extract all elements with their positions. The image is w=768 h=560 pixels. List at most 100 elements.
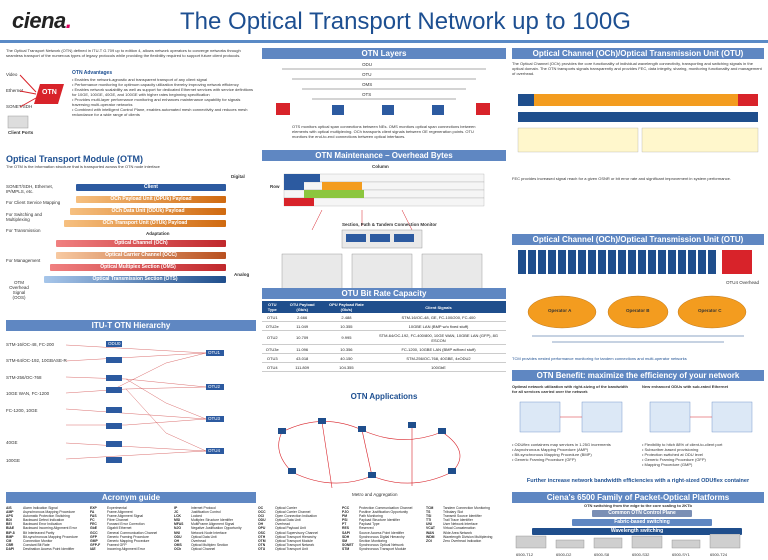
acronym-entry: UNI User Network Interface [426, 522, 478, 527]
och-mid-footer: TCM provides nested performance monitori… [512, 356, 687, 361]
acronym-column: IP Internet Protocol JC Justification Contr… [174, 506, 264, 551]
applications-network [278, 418, 461, 489]
advantage-1: • Enables the network-agnostic and trans… [72, 77, 208, 82]
acronym-entry: OCh Optical Channel [174, 546, 216, 551]
acronym-entry: TTI Trail Trace Identifier [426, 518, 473, 523]
otm-panel: Optical Transport Module (OTM) The OTM i… [6, 154, 256, 314]
layer-ots: Optical Transmission Section (OTS) [44, 276, 226, 283]
client-label-video: Video [6, 72, 18, 77]
advantage-3: • Enables network scalability as well as… [72, 87, 254, 97]
acronym-entry: OTM Optical Transport Module [258, 538, 313, 543]
layer-client: Client [76, 184, 226, 191]
left-column: The Optical Transport Network (OTN) defi… [6, 46, 256, 553]
client-label-sonet: SONET/SDH [6, 104, 33, 109]
acronym-entry: GCC General Communication Channel [90, 530, 158, 535]
page-title: The Optical Transport Network up to 100G [180, 8, 631, 35]
ciena-logo: ciena. [12, 8, 72, 33]
och-frame-diagram [517, 94, 759, 153]
acronym-entry: GbE Gigabit Ethernet [90, 526, 132, 531]
acronym-entry: OCI Open Connection Indication [258, 514, 317, 519]
list-item: • Protection switched at ODU level [642, 452, 703, 457]
och-top-title: Optical Channel (OCh)/Optical Transmissi… [512, 48, 764, 59]
acronym-panel: Acronym guide [6, 492, 256, 552]
advantages-title: OTN Advantages [72, 70, 113, 76]
layers-diagram [276, 68, 490, 115]
platform-images [515, 533, 741, 549]
acronym-entry: OTH Optical Transport Hierarchy [258, 534, 317, 539]
bitrate-header-row: OTU Type OTU Payload (Gb/s) OPU Payload … [262, 301, 506, 313]
acronym-entry: FEC Forward Error Correction [90, 522, 145, 527]
table-row: OTU1 2.666 2.488 STM-16/OC-48, GE, FC-100/2… [262, 313, 506, 322]
operator-a-label: Operator A [548, 308, 572, 313]
acronym-entry: OPU Optical Payload Unit [258, 526, 306, 531]
middle-column: OTN Layers ODU OTU OMS OTS OTS monitors … [262, 46, 506, 553]
acronym-entry: EXP Experimental [90, 506, 127, 510]
intro-text: The Optical Transport Network (OTN) defi… [6, 48, 241, 58]
hier-label-2: STM-64/OC-192, 10GBASE-R [6, 358, 67, 363]
acronym-entry: AMP Asynchronous Mapping Procedure [6, 510, 76, 515]
och-mid-panel: Optical Channel (OCh)/Optical Transmissi… [512, 234, 764, 366]
acronym-column: PCC Protection Communication Channel PJO Po… [342, 506, 432, 551]
maintenance-subtitle: Section, Path & Tandem Connection Monito… [342, 222, 437, 227]
band-wavelength: Wavelength switching [532, 528, 742, 535]
acronym-entry: ZOI Zero Overhead Indication [426, 538, 482, 543]
client-label-ports: Client Ports [8, 130, 34, 135]
layers-notes: OTS monitors optical span connections be… [292, 124, 476, 139]
hierarchy-panel: ITU-T OTN Hierarchy STM-16/OC-48, FC-200… [6, 320, 256, 488]
acronym-entry: DAPI Destination Access Point Identifier [6, 546, 75, 551]
benefit-title: OTN Benefit: maximize the efficiency of … [512, 370, 764, 381]
applications-legend: Metro and Aggregation [352, 492, 398, 497]
family-panel: Ciena's 6500 Family of Packet-Optical Pl… [512, 492, 764, 554]
acronym-column: AIS Alarm Indication Signal AMP Asynchronou… [6, 506, 96, 551]
acronym-entry: CBR Constant Bit Rate [6, 542, 50, 547]
platform-labels: 6500-T12 6500-D2 6500-S8 6500-S32 6500-S… [512, 552, 764, 560]
acronym-entry: BIP-8 Bit Interleaved Parity [6, 530, 55, 535]
layers-panel: OTN Layers ODU OTU OMS OTS OTS monitors … [262, 48, 506, 144]
acronym-entry: LCK Locked [174, 514, 202, 519]
och-top-note: FEC provides increased signal reach for … [512, 176, 731, 181]
tcm-diagram [518, 250, 752, 343]
otn-client-diagram: Video Ethernet SONET/SDH OTN Client Port… [6, 70, 66, 138]
client-label-ethernet: Ethernet [6, 88, 24, 93]
overhead-grid [281, 173, 485, 295]
acronym-entry: ODU Optical Data Unit [258, 518, 301, 523]
list-item: • Mapping Procedure (GMP) [642, 462, 693, 467]
bitrate-header-type: OTU Type [262, 301, 283, 313]
acronym-entry: GMP Generic Mapping Procedure [90, 538, 150, 543]
acronym-entry: BIAE Backward Incoming Alignment Error [6, 526, 77, 531]
otm-label-transmission: For Transmission [6, 228, 41, 233]
right-column: Optical Channel (OCh)/Optical Transmissi… [512, 46, 764, 557]
layers-label-ots: OTS [362, 92, 372, 97]
layer-och: Optical Channel (OCh) [56, 240, 226, 247]
acronym-entry: ODU Optical Data Unit [174, 534, 217, 539]
layer-adaptation: Adaptation [146, 231, 170, 236]
och-top-text: The Optical Channel (OCh) provides the c… [512, 61, 762, 76]
intro-panel: The Optical Transport Network (OTN) defi… [6, 48, 256, 148]
maintenance-panel: OTN Maintenance – Overhead Bytes Column … [262, 150, 506, 302]
acronym-entry: CM Connection Monitor [6, 538, 53, 543]
layers-title: OTN Layers [262, 48, 506, 59]
layers-label-odu: ODU [362, 62, 372, 67]
acronym-entry: OSC Optical Supervisory Channel [258, 530, 318, 535]
advantage-2: • Performance monitoring for optimum cap… [72, 82, 239, 87]
acronym-entry: VCAT Virtual Concatenation [426, 526, 476, 531]
benefit-panel: OTN Benefit: maximize the efficiency of … [512, 370, 764, 488]
hier-label-5: FC-1200, 10GE [6, 408, 38, 413]
acronym-title: Acronym guide [6, 492, 256, 503]
acronym-column: EXP Experimental FA Frame Alignment FAS Frame… [90, 506, 180, 551]
layer-odu: OCh Data Unit (ODUk) Payload [70, 208, 226, 215]
acronym-entry: IP Internet Protocol [174, 506, 216, 510]
platform-row [512, 533, 764, 552]
acronym-entry: PT Payload Type [342, 522, 380, 527]
otm-subtitle: The OTM is the information structure tha… [6, 164, 160, 169]
node-otu3: OTU3 [208, 416, 221, 421]
acronym-entry: FA Frame Alignment [90, 510, 133, 515]
acronym-entry: SDH Synchronous Digital Hierarchy [342, 534, 405, 539]
family-subtitle: OTN switching from the edge to the core … [583, 503, 692, 508]
header-divider [0, 40, 768, 43]
otm-label-oos: OTM Overhead Signal (OOS) [9, 280, 29, 300]
otn-badge: OTN [34, 84, 64, 104]
acronym-entry: PSI Payload Structure Identifier [342, 518, 400, 523]
acronym-entry: MSI Multiplex Structure Identifier [174, 518, 234, 523]
list-item: • Flexibility to hitch 88% of client-to-… [642, 442, 723, 447]
